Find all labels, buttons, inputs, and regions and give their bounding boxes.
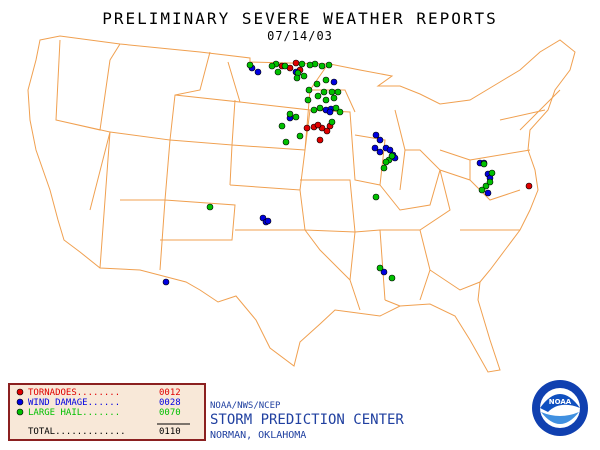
report-dot <box>314 92 322 100</box>
legend-dot <box>16 398 24 406</box>
report-dot <box>320 88 328 96</box>
report-dot <box>303 124 311 132</box>
report-dot <box>326 108 334 116</box>
state-lines <box>55 39 561 311</box>
report-dot <box>206 203 214 211</box>
report-dot <box>304 96 312 104</box>
report-dot <box>328 118 336 126</box>
legend-label: TORNADOES........ <box>28 388 120 398</box>
report-dot <box>305 86 313 94</box>
total-label: TOTAL............. <box>28 427 126 437</box>
report-dot <box>388 274 396 282</box>
report-dot <box>376 136 384 144</box>
legend-dot <box>16 408 24 416</box>
legend-count: 0012 <box>159 388 181 398</box>
report-dot <box>380 268 388 276</box>
report-dot <box>386 146 394 154</box>
report-dot <box>330 78 338 86</box>
report-dot <box>376 148 384 156</box>
report-dot <box>316 104 324 112</box>
report-dot <box>282 138 290 146</box>
report-dot <box>488 169 496 177</box>
report-dot <box>328 88 336 96</box>
report-dot <box>162 278 170 286</box>
report-dot <box>380 164 388 172</box>
report-dot <box>478 186 486 194</box>
report-dot <box>264 217 272 225</box>
legend: TORNADOES........ 0012 WIND DAMAGE...... 00… <box>8 383 206 441</box>
report-dot <box>316 136 324 144</box>
report-dot <box>480 160 488 168</box>
report-dot <box>332 104 340 112</box>
report-dot <box>325 61 333 69</box>
total-count: 0110 <box>159 427 181 437</box>
report-dot <box>322 96 330 104</box>
noaa-logo: NOAA <box>532 380 588 436</box>
report-dot <box>313 80 321 88</box>
location: NORMAN, OKLAHOMA <box>210 430 306 441</box>
report-dot <box>310 106 318 114</box>
report-dot <box>372 193 380 201</box>
report-dot <box>322 76 330 84</box>
logo-bird <box>540 394 580 412</box>
agency: NOAA/NWS/NCEP <box>210 401 281 411</box>
report-dot <box>278 122 286 130</box>
report-dot <box>292 59 300 67</box>
report-dot <box>286 110 294 118</box>
report-dot <box>254 68 262 76</box>
legend-label: LARGE HAIL....... <box>28 408 120 418</box>
logo-text: NOAA <box>549 398 572 406</box>
legend-label: WIND DAMAGE...... <box>28 398 120 408</box>
report-dot <box>525 182 533 190</box>
us-outline <box>27 35 576 373</box>
logo-wave <box>541 412 579 424</box>
report-dot <box>388 152 396 160</box>
report-dot <box>484 189 492 197</box>
report-dot <box>336 108 344 116</box>
report-dot <box>376 264 384 272</box>
report-dot <box>268 62 276 70</box>
report-dot <box>382 158 390 166</box>
report-dot <box>300 72 308 80</box>
legend-count: 0070 <box>159 408 181 418</box>
legend-box <box>8 383 206 441</box>
report-dot <box>314 121 322 129</box>
report-dot <box>281 62 289 70</box>
report-dot <box>306 61 314 69</box>
report-dot <box>482 182 490 190</box>
center: STORM PREDICTION CENTER <box>210 412 404 428</box>
report-dot <box>246 61 254 69</box>
report-dot <box>371 144 379 152</box>
report-dots <box>162 59 533 286</box>
report-dot <box>372 131 380 139</box>
date: 07/14/03 <box>267 29 333 43</box>
legend-items: TORNADOES........ 0012 WIND DAMAGE...... 00… <box>16 388 181 418</box>
report-dot <box>486 178 494 186</box>
legend-dot <box>16 388 24 396</box>
report-dot <box>323 127 331 135</box>
report-dot <box>330 94 338 102</box>
report-dot <box>298 60 306 68</box>
report-dot <box>318 62 326 70</box>
report-dot <box>296 132 304 140</box>
title: PRELIMINARY SEVERE WEATHER REPORTS <box>102 9 498 28</box>
legend-count: 0028 <box>159 398 181 408</box>
report-dot <box>293 74 301 82</box>
report-dot <box>274 68 282 76</box>
report-dot <box>334 88 342 96</box>
report-dot <box>292 113 300 121</box>
us-map <box>27 35 576 373</box>
